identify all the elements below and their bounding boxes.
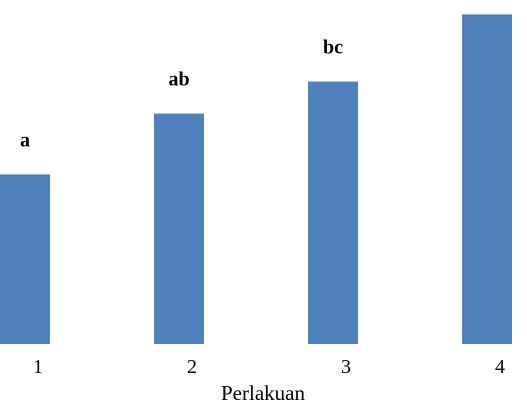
data-label-3: bc xyxy=(323,37,343,59)
bar-2 xyxy=(154,113,204,344)
bar-4 xyxy=(462,14,512,345)
x-tick-label-1: 1 xyxy=(33,356,43,378)
bars-layer xyxy=(0,14,512,345)
x-axis-title: Perlakuan xyxy=(221,381,305,404)
data-labels-layer: aabbcc xyxy=(20,37,343,152)
x-tick-label-4: 4 xyxy=(495,356,505,378)
x-tick-labels: 1 2 3 4 xyxy=(33,356,505,378)
x-tick-label-2: 2 xyxy=(187,356,197,378)
x-tick-label-3: 3 xyxy=(341,356,351,378)
data-label-2: ab xyxy=(168,69,189,91)
bar-3 xyxy=(308,81,358,344)
data-label-1: a xyxy=(20,129,30,151)
bar-1 xyxy=(0,174,50,344)
